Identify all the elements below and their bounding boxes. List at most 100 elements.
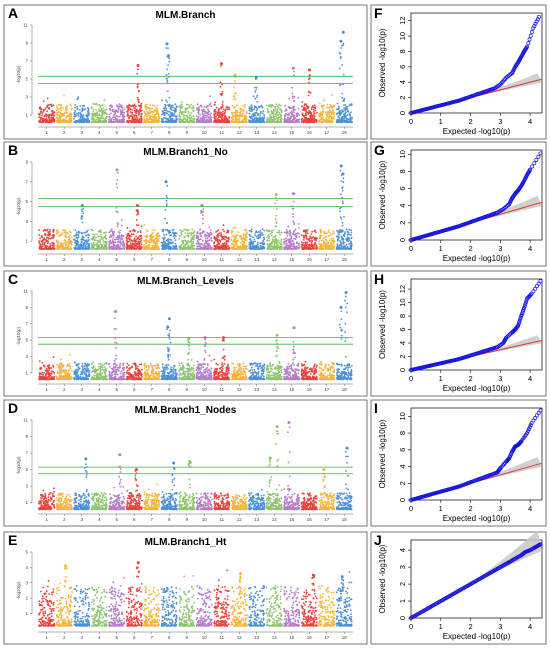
snp-point bbox=[289, 121, 292, 123]
snp-point bbox=[237, 231, 240, 234]
snp-point bbox=[85, 121, 88, 124]
snp-point bbox=[133, 246, 136, 248]
snp-point bbox=[235, 117, 238, 120]
snp-point bbox=[143, 106, 146, 108]
snp-point bbox=[40, 116, 42, 119]
snp-point bbox=[121, 114, 124, 117]
snp-point bbox=[293, 111, 295, 114]
snp-point bbox=[133, 121, 136, 123]
snp-point bbox=[122, 234, 125, 237]
snp-point bbox=[145, 105, 148, 108]
snp-point bbox=[105, 108, 108, 111]
snp-point bbox=[199, 228, 202, 231]
snp-point bbox=[120, 235, 123, 238]
snp-point bbox=[166, 68, 169, 71]
snp-point bbox=[343, 120, 345, 123]
snp-point bbox=[112, 245, 115, 248]
snp-point bbox=[350, 111, 352, 114]
snp-point bbox=[209, 95, 212, 98]
snp-point bbox=[75, 240, 78, 243]
snp-point bbox=[123, 115, 126, 118]
snp-point bbox=[166, 77, 168, 80]
snp-point bbox=[168, 231, 171, 234]
snp-point bbox=[262, 120, 265, 123]
snp-point bbox=[55, 230, 58, 233]
snp-point bbox=[135, 235, 137, 238]
snp-point bbox=[146, 110, 148, 113]
snp-point bbox=[205, 106, 208, 109]
snp-point bbox=[128, 238, 131, 241]
snp-point bbox=[109, 116, 111, 119]
snp-point bbox=[150, 118, 153, 121]
snp-point bbox=[174, 239, 177, 242]
snp-point bbox=[321, 113, 324, 116]
snp-point bbox=[199, 114, 202, 116]
snp-point bbox=[186, 247, 189, 250]
snp-point bbox=[101, 104, 104, 107]
snp-point bbox=[220, 94, 223, 96]
snp-point bbox=[341, 116, 344, 119]
snp-point bbox=[44, 244, 47, 247]
snp-point bbox=[136, 85, 139, 88]
snp-point bbox=[279, 118, 282, 121]
snp-point bbox=[288, 114, 290, 117]
snp-point bbox=[108, 113, 111, 116]
snp-point bbox=[303, 114, 306, 117]
snp-point bbox=[59, 116, 62, 119]
snp-point bbox=[116, 120, 118, 123]
snp-point bbox=[277, 106, 280, 109]
snp-point bbox=[227, 119, 230, 122]
snp-point bbox=[219, 247, 222, 249]
snp-point bbox=[270, 245, 273, 248]
snp-point bbox=[100, 237, 103, 240]
snp-point bbox=[143, 248, 146, 250]
snp-point bbox=[225, 242, 228, 244]
snp-point bbox=[222, 228, 224, 231]
snp-point bbox=[163, 246, 166, 249]
snp-point bbox=[137, 114, 140, 116]
snp-point bbox=[333, 105, 336, 108]
peak-point bbox=[167, 54, 170, 58]
snp-point bbox=[105, 247, 108, 250]
snp-point bbox=[134, 244, 137, 246]
snp-point bbox=[40, 245, 43, 248]
snp-point bbox=[49, 229, 52, 231]
snp-point bbox=[64, 112, 66, 114]
snp-point bbox=[336, 102, 339, 105]
snp-point bbox=[196, 231, 199, 234]
snp-point bbox=[173, 237, 176, 240]
snp-point bbox=[90, 246, 93, 249]
snp-point bbox=[254, 114, 257, 117]
snp-point bbox=[169, 118, 172, 121]
snp-point bbox=[74, 229, 77, 231]
snp-point bbox=[155, 109, 158, 112]
snp-point bbox=[82, 236, 85, 239]
snp-point bbox=[185, 243, 188, 246]
snp-point bbox=[245, 120, 248, 123]
snp-point bbox=[330, 107, 333, 110]
snp-point bbox=[338, 67, 341, 70]
snp-point bbox=[187, 245, 190, 248]
snp-point bbox=[98, 104, 101, 106]
snp-point bbox=[167, 113, 170, 116]
snp-point bbox=[113, 248, 116, 250]
snp-point bbox=[91, 121, 94, 123]
snp-point bbox=[104, 240, 106, 243]
snp-point bbox=[167, 47, 169, 50]
snp-point bbox=[56, 111, 58, 114]
snp-point bbox=[126, 241, 129, 243]
snp-point bbox=[203, 231, 206, 233]
snp-point bbox=[248, 106, 251, 109]
snp-point bbox=[240, 109, 242, 112]
snp-point bbox=[87, 114, 90, 117]
snp-point bbox=[114, 121, 116, 123]
snp-point bbox=[169, 115, 171, 118]
snp-point bbox=[60, 244, 63, 247]
snp-point bbox=[63, 118, 65, 121]
snp-point bbox=[135, 116, 138, 118]
snp-point bbox=[88, 246, 91, 249]
chromosome-label: 4 bbox=[98, 130, 101, 135]
chromosome-label: 10 bbox=[202, 257, 208, 262]
